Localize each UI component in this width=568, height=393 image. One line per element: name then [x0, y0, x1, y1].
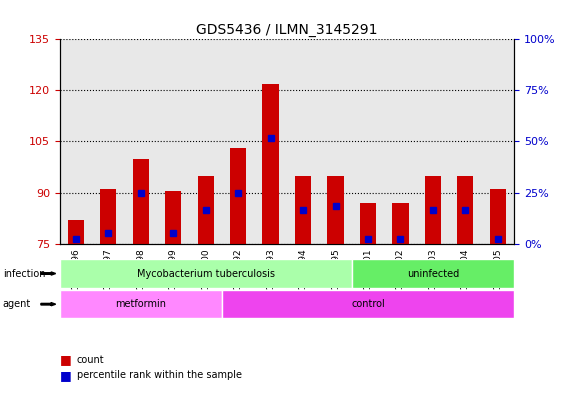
Title: GDS5436 / ILMN_3145291: GDS5436 / ILMN_3145291	[196, 23, 378, 37]
Text: agent: agent	[3, 299, 31, 309]
Bar	[295, 176, 311, 244]
Bar	[198, 176, 214, 244]
Text: control: control	[351, 299, 385, 309]
Bar	[165, 191, 181, 244]
Text: uninfected: uninfected	[407, 268, 459, 279]
Bar	[133, 158, 149, 244]
Bar	[230, 148, 247, 244]
Bar	[490, 189, 506, 244]
Text: Mycobacterium tuberculosis: Mycobacterium tuberculosis	[137, 268, 275, 279]
Bar	[60, 259, 352, 288]
Text: ■: ■	[60, 369, 72, 382]
Bar	[392, 203, 408, 244]
Bar	[360, 203, 376, 244]
Bar	[352, 259, 514, 288]
Bar	[60, 290, 222, 318]
Bar	[327, 176, 344, 244]
Bar	[100, 189, 116, 244]
Bar	[262, 84, 279, 244]
Text: percentile rank within the sample: percentile rank within the sample	[77, 370, 241, 380]
Bar	[457, 176, 474, 244]
Bar	[222, 290, 514, 318]
Text: ■: ■	[60, 353, 72, 366]
Text: infection: infection	[3, 268, 45, 279]
Bar	[68, 220, 84, 244]
Bar	[425, 176, 441, 244]
Text: count: count	[77, 354, 105, 365]
Text: metformin: metformin	[115, 299, 166, 309]
